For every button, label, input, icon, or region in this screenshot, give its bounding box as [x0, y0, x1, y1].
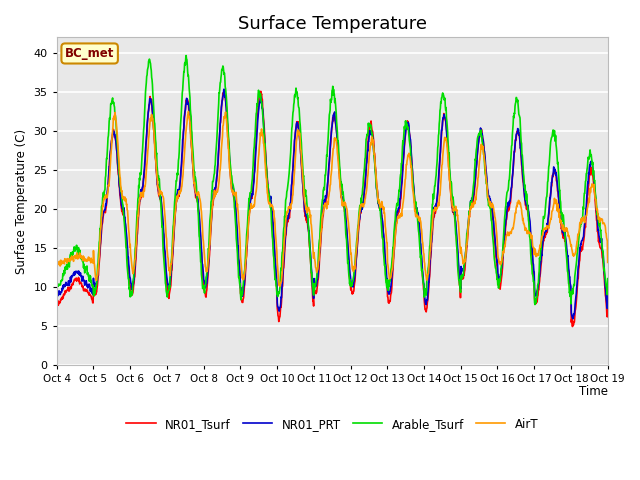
NR01_Tsurf: [418, 266, 426, 272]
AirT: [490, 210, 498, 216]
Arable_Tsurf: [182, 53, 190, 59]
Y-axis label: Surface Temperature (C): Surface Temperature (C): [15, 129, 28, 274]
Line: AirT: AirT: [57, 111, 608, 287]
NR01_PRT: [220, 86, 228, 92]
NR01_Tsurf: [568, 324, 576, 329]
NR01_PRT: [418, 261, 426, 266]
Arable_Tsurf: [531, 301, 539, 307]
NR01_PRT: [604, 285, 612, 290]
Arable_Tsurf: [490, 252, 498, 257]
Line: NR01_Tsurf: NR01_Tsurf: [57, 91, 608, 326]
NR01_Tsurf: [175, 188, 183, 194]
NR01_PRT: [53, 291, 61, 297]
AirT: [184, 108, 192, 114]
AirT: [276, 284, 284, 289]
NR01_PRT: [569, 316, 577, 322]
NR01_PRT: [539, 241, 547, 247]
AirT: [604, 260, 612, 265]
NR01_Tsurf: [53, 298, 61, 303]
AirT: [237, 264, 245, 269]
Arable_Tsurf: [237, 291, 245, 297]
NR01_Tsurf: [162, 270, 170, 276]
NR01_Tsurf: [257, 88, 264, 94]
NR01_PRT: [175, 188, 183, 193]
X-axis label: Time: Time: [579, 385, 608, 398]
NR01_PRT: [237, 292, 245, 298]
AirT: [175, 188, 183, 194]
Arable_Tsurf: [162, 282, 170, 288]
Arable_Tsurf: [53, 283, 61, 288]
NR01_PRT: [162, 263, 170, 268]
NR01_Tsurf: [237, 292, 244, 298]
AirT: [539, 229, 547, 235]
NR01_Tsurf: [539, 245, 547, 251]
Line: Arable_Tsurf: Arable_Tsurf: [57, 56, 608, 304]
Arable_Tsurf: [418, 266, 426, 272]
AirT: [53, 260, 61, 266]
Legend: NR01_Tsurf, NR01_PRT, Arable_Tsurf, AirT: NR01_Tsurf, NR01_PRT, Arable_Tsurf, AirT: [122, 413, 543, 435]
NR01_Tsurf: [490, 232, 498, 238]
Arable_Tsurf: [539, 221, 547, 227]
Arable_Tsurf: [604, 276, 612, 281]
NR01_PRT: [490, 224, 498, 230]
AirT: [162, 226, 170, 232]
AirT: [419, 239, 426, 244]
Text: BC_met: BC_met: [65, 47, 115, 60]
Line: NR01_PRT: NR01_PRT: [57, 89, 608, 319]
Title: Surface Temperature: Surface Temperature: [237, 15, 427, 33]
NR01_Tsurf: [604, 290, 612, 296]
Arable_Tsurf: [175, 149, 183, 155]
